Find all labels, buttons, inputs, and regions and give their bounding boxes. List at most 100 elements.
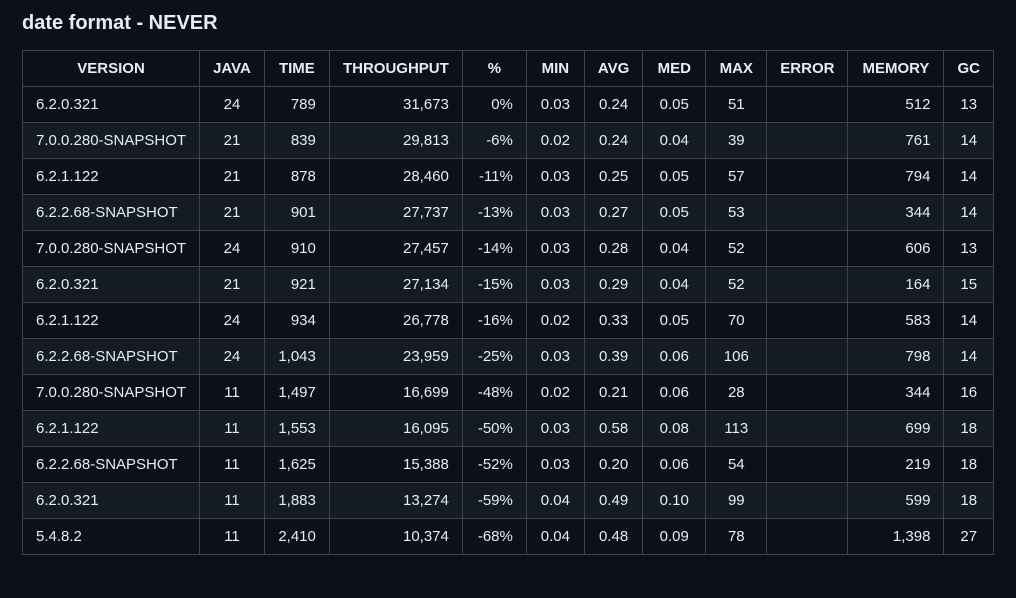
- cell-java: 11: [199, 410, 265, 447]
- cell-gc: 18: [943, 446, 994, 483]
- cell-time: 878: [263, 158, 330, 195]
- cell-memory: 794: [847, 158, 945, 195]
- cell-time: 1,883: [263, 482, 330, 519]
- cell-memory: 798: [847, 338, 945, 375]
- cell-throughput: 29,813: [328, 122, 463, 159]
- cell-med: 0.05: [642, 194, 707, 231]
- cell-med: 0.06: [642, 374, 707, 411]
- cell-med: 0.04: [642, 266, 707, 303]
- cell-max: 78: [705, 518, 768, 555]
- cell-gc: 18: [943, 482, 994, 519]
- cell-throughput: 15,388: [328, 446, 463, 483]
- cell-throughput: 26,778: [328, 302, 463, 339]
- cell-java: 11: [199, 518, 265, 555]
- cell-error: [766, 374, 849, 411]
- cell-max: 52: [705, 230, 768, 267]
- cell-min: 0.03: [525, 446, 585, 483]
- cell-percent: -52%: [461, 446, 527, 483]
- cell-max: 99: [705, 482, 768, 519]
- cell-memory: 606: [847, 230, 945, 267]
- cell-throughput: 27,134: [328, 266, 463, 303]
- cell-memory: 1,398: [847, 518, 945, 555]
- cell-med: 0.05: [642, 86, 707, 123]
- cell-percent: -6%: [461, 122, 527, 159]
- cell-avg: 0.33: [583, 302, 644, 339]
- table-row: 7.0.0.280-SNAPSHOT 21 839 29,813 -6% 0.02 0.24…: [21, 122, 994, 159]
- table-row: 6.2.2.68-SNAPSHOT 11 1,625 15,388 -52% 0.03 0.…: [21, 446, 994, 483]
- cell-java: 11: [199, 482, 265, 519]
- cell-min: 0.03: [525, 158, 585, 195]
- cell-java: 24: [199, 230, 265, 267]
- cell-java: 21: [199, 122, 265, 159]
- cell-min: 0.02: [525, 374, 585, 411]
- cell-version: 6.2.1.122: [21, 158, 201, 195]
- cell-java: 24: [199, 338, 265, 375]
- cell-version: 6.2.0.321: [21, 266, 201, 303]
- cell-error: [766, 230, 849, 267]
- cell-avg: 0.27: [583, 194, 644, 231]
- cell-max: 113: [705, 410, 768, 447]
- cell-version: 7.0.0.280-SNAPSHOT: [21, 230, 201, 267]
- cell-med: 0.05: [642, 302, 707, 339]
- cell-max: 28: [705, 374, 768, 411]
- cell-memory: 599: [847, 482, 945, 519]
- header-row: VERSION JAVA TIME THROUGHPUT% MIN AVG MED MAX ER…: [21, 50, 994, 87]
- cell-memory: 512: [847, 86, 945, 123]
- cell-med: 0.06: [642, 338, 707, 375]
- cell-min: 0.02: [525, 122, 585, 159]
- cell-memory: 583: [847, 302, 945, 339]
- cell-java: 24: [199, 302, 265, 339]
- cell-med: 0.10: [642, 482, 707, 519]
- cell-error: [766, 338, 849, 375]
- cell-time: 1,625: [263, 446, 330, 483]
- cell-avg: 0.29: [583, 266, 644, 303]
- cell-throughput: 28,460: [328, 158, 463, 195]
- cell-min: 0.03: [525, 194, 585, 231]
- cell-version: 7.0.0.280-SNAPSHOT: [21, 122, 201, 159]
- cell-error: [766, 302, 849, 339]
- cell-med: 0.04: [642, 230, 707, 267]
- cell-memory: 344: [847, 374, 945, 411]
- page-title: date format - NEVER: [22, 12, 218, 34]
- column-header-max: MAX: [705, 50, 768, 87]
- cell-error: [766, 122, 849, 159]
- cell-percent: -15%: [461, 266, 527, 303]
- cell-min: 0.03: [525, 266, 585, 303]
- table-row: 6.2.0.321 24 789 31,673 0% 0.03 0.24 0.05 51 512 1…: [21, 86, 994, 123]
- cell-java: 11: [199, 446, 265, 483]
- cell-throughput: 31,673: [328, 86, 463, 123]
- column-header-min: MIN: [525, 50, 585, 87]
- cell-min: 0.02: [525, 302, 585, 339]
- cell-memory: 344: [847, 194, 945, 231]
- cell-avg: 0.28: [583, 230, 644, 267]
- cell-avg: 0.58: [583, 410, 644, 447]
- cell-percent: -11%: [461, 158, 527, 195]
- cell-throughput: 16,699: [328, 374, 463, 411]
- cell-avg: 0.20: [583, 446, 644, 483]
- cell-max: 52: [705, 266, 768, 303]
- cell-med: 0.08: [642, 410, 707, 447]
- cell-max: 39: [705, 122, 768, 159]
- table-body: 6.2.0.321 24 789 31,673 0% 0.03 0.24 0.05 51 512 1…: [21, 86, 994, 555]
- cell-error: [766, 482, 849, 519]
- cell-java: 21: [199, 194, 265, 231]
- cell-version: 5.4.8.2: [21, 518, 201, 555]
- cell-time: 839: [263, 122, 330, 159]
- cell-avg: 0.25: [583, 158, 644, 195]
- cell-percent: -16%: [461, 302, 527, 339]
- cell-avg: 0.24: [583, 86, 644, 123]
- cell-time: 2,410: [263, 518, 330, 555]
- column-header-version: VERSION: [21, 50, 201, 87]
- cell-percent: -68%: [461, 518, 527, 555]
- cell-max: 54: [705, 446, 768, 483]
- cell-java: 24: [199, 86, 265, 123]
- table-row: 6.2.1.122 11 1,553 16,095 -50% 0.03 0.58 0.08 11…: [21, 410, 994, 447]
- cell-min: 0.03: [525, 338, 585, 375]
- cell-percent: -48%: [461, 374, 527, 411]
- table-row: 6.2.1.122 24 934 26,778 -16% 0.02 0.33 0.05 70 58…: [21, 302, 994, 339]
- cell-throughput: 16,095: [328, 410, 463, 447]
- cell-med: 0.06: [642, 446, 707, 483]
- cell-min: 0.03: [525, 230, 585, 267]
- cell-time: 901: [263, 194, 330, 231]
- cell-gc: 27: [943, 518, 994, 555]
